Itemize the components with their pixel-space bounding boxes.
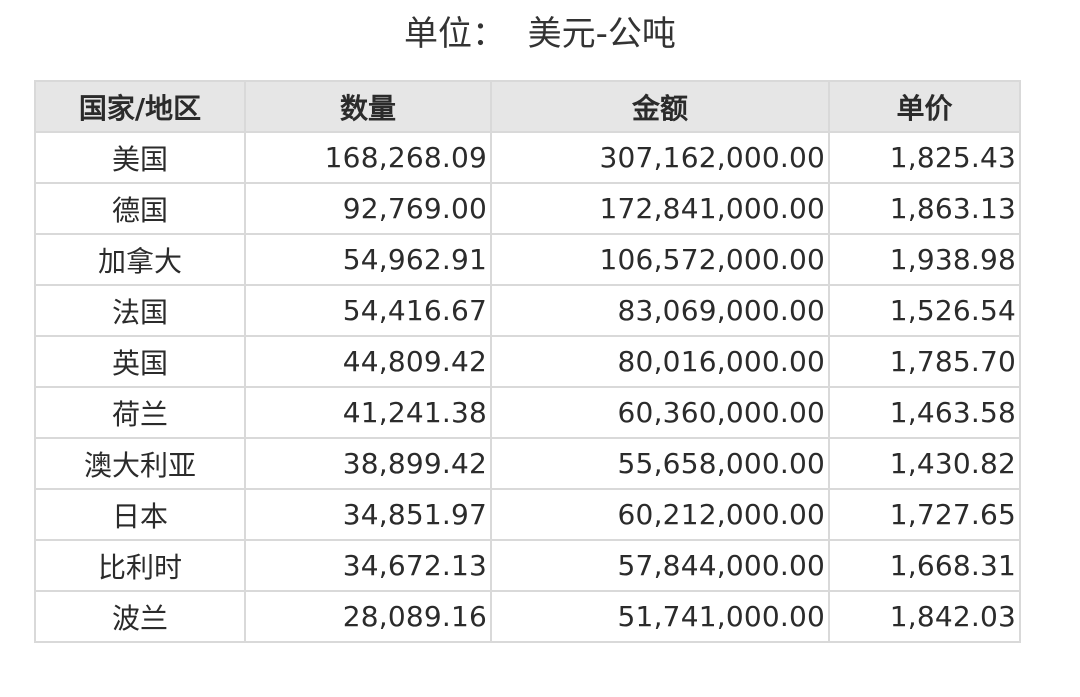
- table-row: 日本 34,851.97 60,212,000.00 1,727.65: [34, 488, 1021, 541]
- unit-price-cell: 1,863.13: [828, 182, 1021, 235]
- table-row: 比利时 34,672.13 57,844,000.00 1,668.31: [34, 539, 1021, 592]
- unit-price-cell: 1,785.70: [828, 335, 1021, 388]
- country-cell: 法国: [34, 284, 246, 337]
- table-row: 英国 44,809.42 80,016,000.00 1,785.70: [34, 335, 1021, 388]
- quantity-cell: 54,962.91: [244, 233, 492, 286]
- table-row: 加拿大 54,962.91 106,572,000.00 1,938.98: [34, 233, 1021, 286]
- unit-price-cell: 1,938.98: [828, 233, 1021, 286]
- table-row: 法国 54,416.67 83,069,000.00 1,526.54: [34, 284, 1021, 337]
- quantity-cell: 44,809.42: [244, 335, 492, 388]
- quantity-cell: 34,851.97: [244, 488, 492, 541]
- amount-cell: 106,572,000.00: [490, 233, 830, 286]
- table-row: 美国 168,268.09 307,162,000.00 1,825.43: [34, 131, 1021, 184]
- quantity-cell: 92,769.00: [244, 182, 492, 235]
- quantity-cell: 168,268.09: [244, 131, 492, 184]
- country-cell: 比利时: [34, 539, 246, 592]
- country-cell: 荷兰: [34, 386, 246, 439]
- amount-cell: 60,212,000.00: [490, 488, 830, 541]
- amount-cell: 83,069,000.00: [490, 284, 830, 337]
- amount-cell: 172,841,000.00: [490, 182, 830, 235]
- header-country: 国家/地区: [34, 80, 246, 133]
- quantity-cell: 38,899.42: [244, 437, 492, 490]
- quantity-cell: 54,416.67: [244, 284, 492, 337]
- amount-cell: 60,360,000.00: [490, 386, 830, 439]
- unit-caption: 单位： 美元-公吨: [404, 14, 676, 54]
- unit-price-cell: 1,825.43: [828, 131, 1021, 184]
- country-cell: 日本: [34, 488, 246, 541]
- header-amount: 金额: [490, 80, 830, 133]
- unit-price-cell: 1,842.03: [828, 590, 1021, 643]
- country-cell: 英国: [34, 335, 246, 388]
- unit-price-cell: 1,727.65: [828, 488, 1021, 541]
- amount-cell: 57,844,000.00: [490, 539, 830, 592]
- quantity-cell: 28,089.16: [244, 590, 492, 643]
- amount-cell: 51,741,000.00: [490, 590, 830, 643]
- quantity-cell: 34,672.13: [244, 539, 492, 592]
- unit-price-cell: 1,463.58: [828, 386, 1021, 439]
- header-quantity: 数量: [244, 80, 492, 133]
- country-cell: 加拿大: [34, 233, 246, 286]
- table-row: 德国 92,769.00 172,841,000.00 1,863.13: [34, 182, 1021, 235]
- unit-price-cell: 1,668.31: [828, 539, 1021, 592]
- amount-cell: 307,162,000.00: [490, 131, 830, 184]
- table-row: 澳大利亚 38,899.42 55,658,000.00 1,430.82: [34, 437, 1021, 490]
- table-row: 荷兰 41,241.38 60,360,000.00 1,463.58: [34, 386, 1021, 439]
- unit-price-cell: 1,430.82: [828, 437, 1021, 490]
- header-unit-price: 单价: [828, 80, 1021, 133]
- table-row: 波兰 28,089.16 51,741,000.00 1,842.03: [34, 590, 1021, 643]
- country-cell: 美国: [34, 131, 246, 184]
- country-cell: 德国: [34, 182, 246, 235]
- country-cell: 澳大利亚: [34, 437, 246, 490]
- table-header-row: 国家/地区 数量 金额 单价: [34, 80, 1021, 133]
- quantity-cell: 41,241.38: [244, 386, 492, 439]
- data-table: 国家/地区 数量 金额 单价 美国 168,268.09 307,162,000…: [34, 80, 1021, 643]
- unit-price-cell: 1,526.54: [828, 284, 1021, 337]
- country-cell: 波兰: [34, 590, 246, 643]
- amount-cell: 80,016,000.00: [490, 335, 830, 388]
- amount-cell: 55,658,000.00: [490, 437, 830, 490]
